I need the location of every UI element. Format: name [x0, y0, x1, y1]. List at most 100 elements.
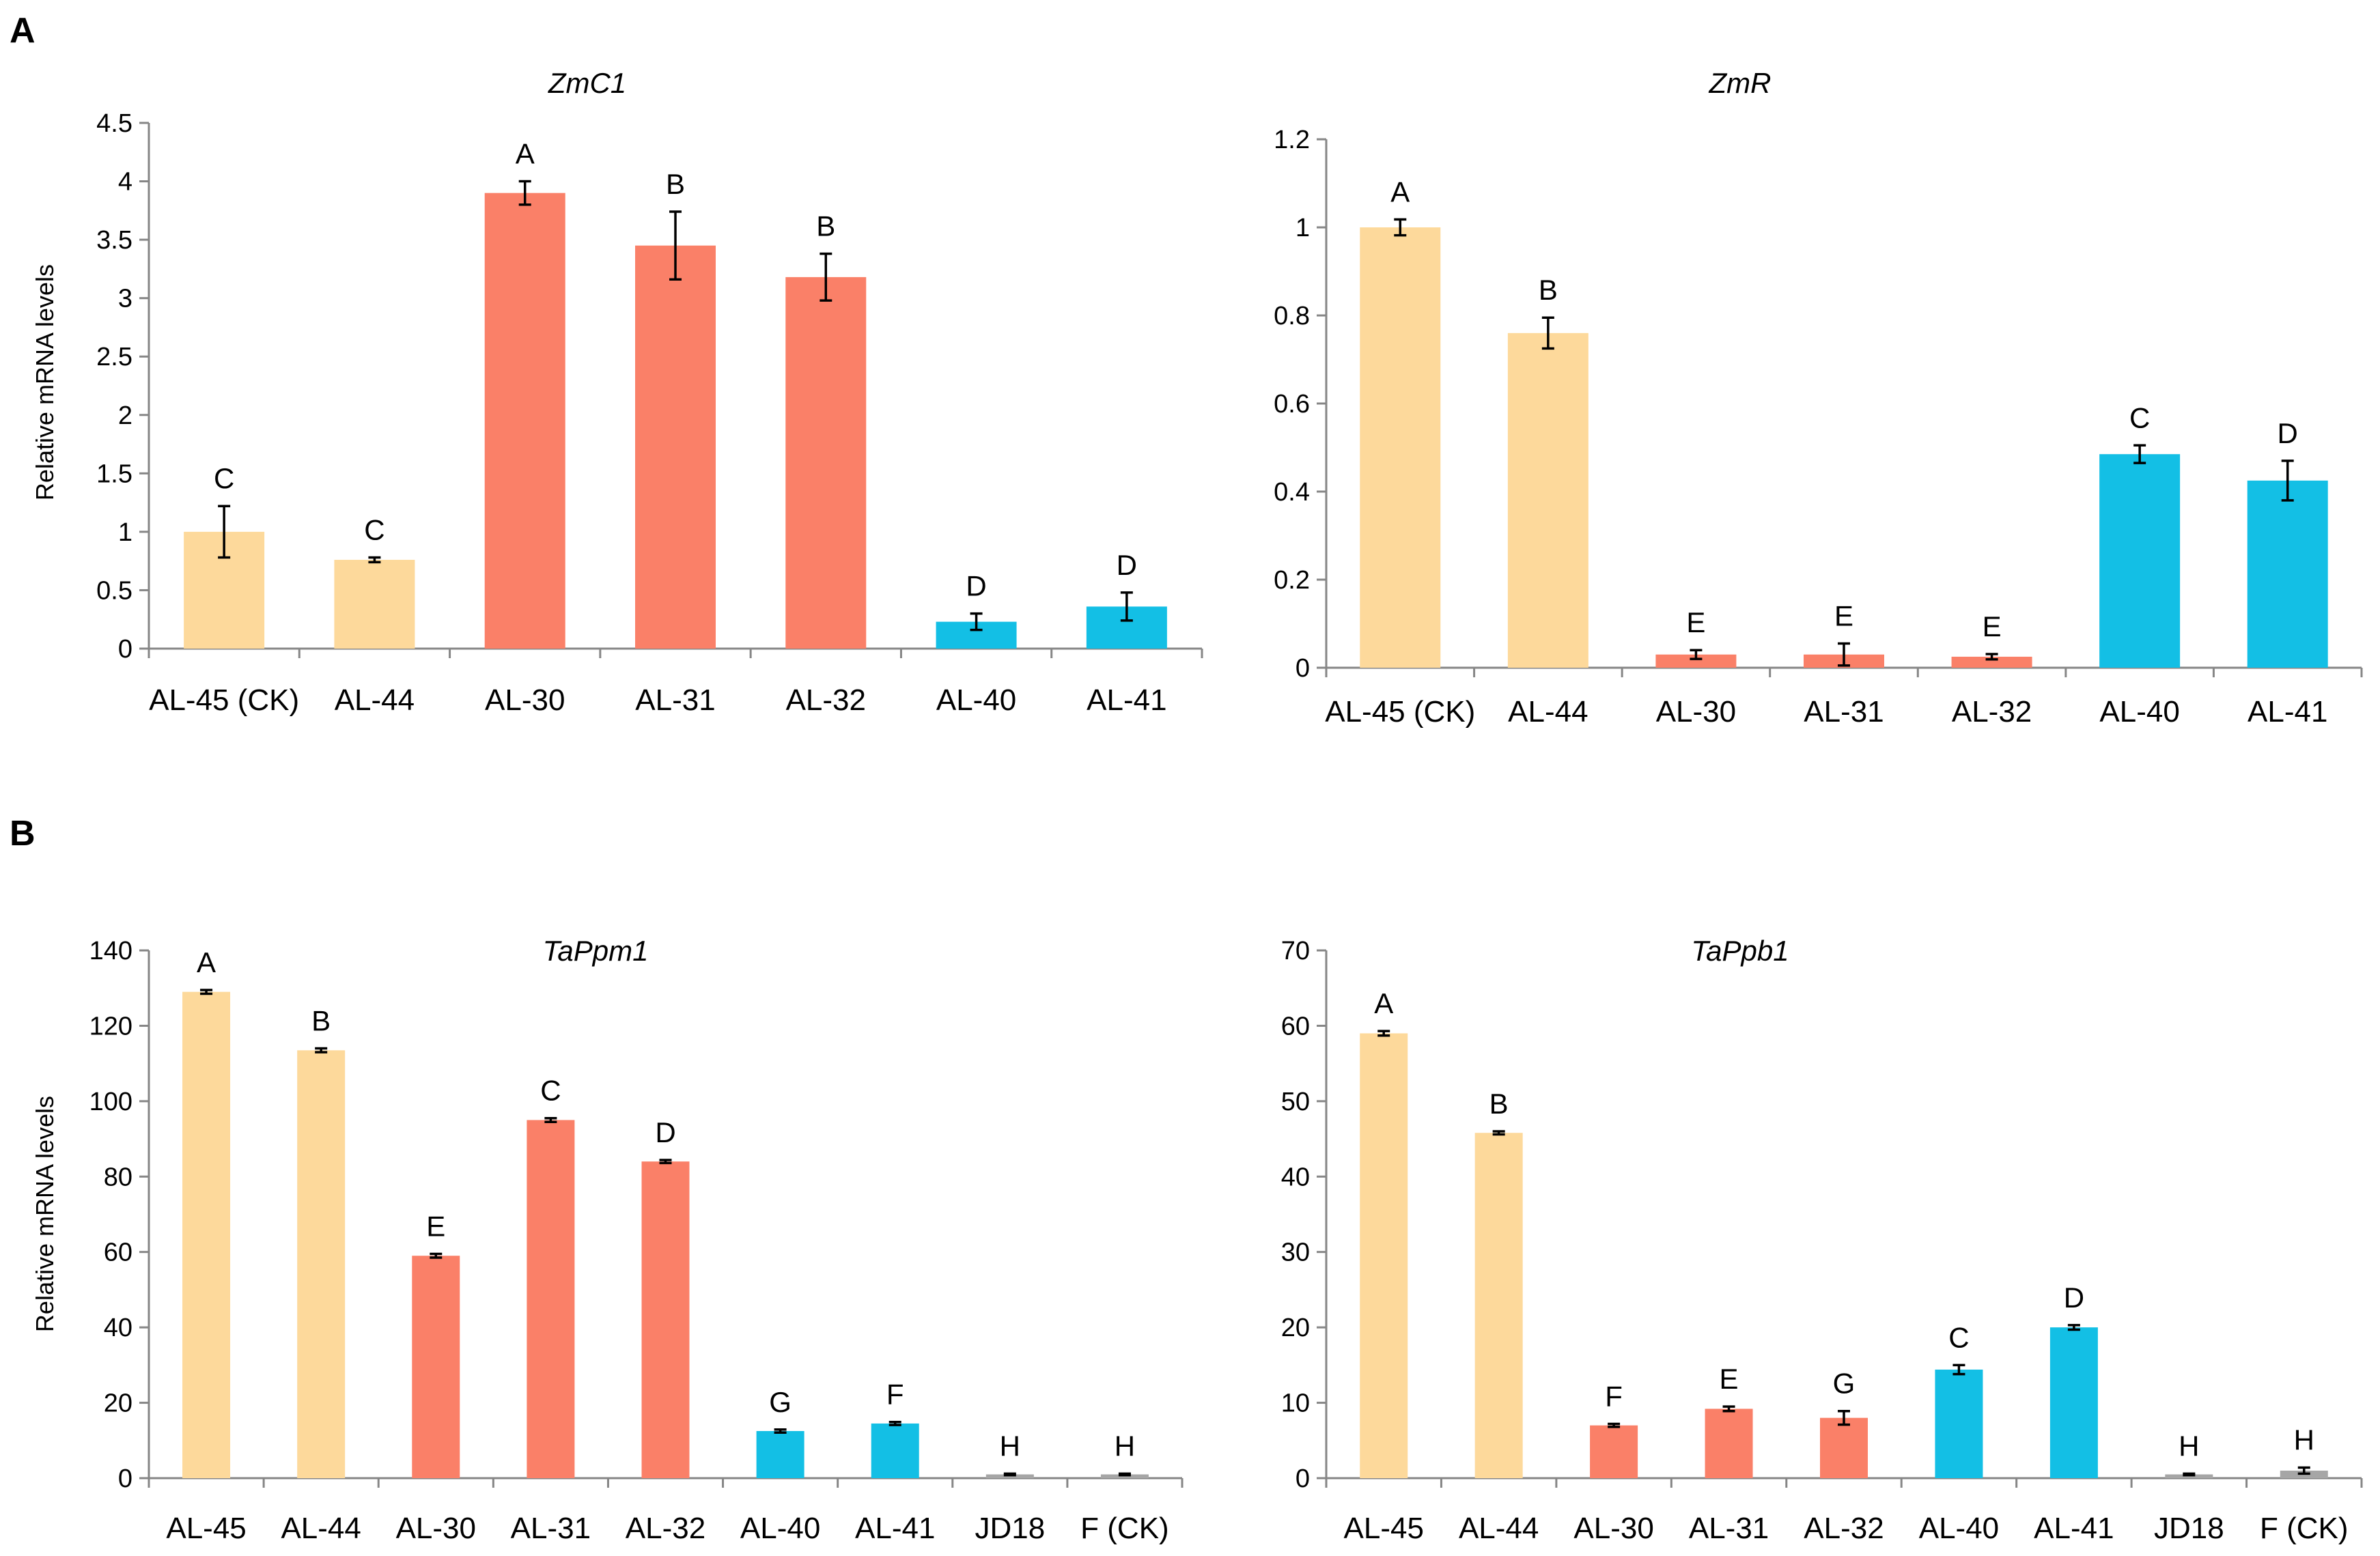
y-tick-label: 60	[104, 1239, 132, 1267]
chart-title: TaPpm1	[543, 935, 649, 967]
y-tick-label: 60	[1281, 1012, 1310, 1041]
significance-label: D	[2064, 1282, 2084, 1314]
category-label: AL-44	[1508, 695, 1588, 729]
chart-1: ZmR 0 0.2 0.4 0.6 0.8 1 1.2 A AL-45 (CK) B AL-44 E AL…	[1274, 67, 2363, 729]
category-label: AL-41	[2248, 695, 2327, 729]
significance-label: E	[1720, 1363, 1739, 1395]
chart-title: TaPpb1	[1691, 935, 1789, 967]
category-label: AL-41	[855, 1512, 935, 1545]
y-tick-label: 120	[89, 1012, 132, 1041]
category-label: AL-44	[281, 1512, 361, 1545]
bar-al-45	[182, 991, 231, 1478]
bar-al-41	[871, 1423, 919, 1478]
bar-al-30	[484, 193, 565, 649]
panel-letter-b: B	[10, 814, 36, 853]
y-tick-label: 3.5	[96, 226, 132, 255]
y-tick-label: 3	[118, 285, 132, 313]
category-label: JD18	[975, 1512, 1045, 1545]
significance-label: C	[540, 1075, 561, 1107]
bar-al-32	[785, 277, 867, 649]
bar-al-31	[527, 1120, 575, 1478]
y-tick-label: 30	[1281, 1239, 1310, 1267]
chart-3: TaPpb1 0 10 20 30 40 50 60 70 A AL-45 B AL-44 F AL-30 E…	[1281, 935, 2363, 1545]
y-tick-label: 2.5	[96, 343, 132, 371]
bar-al-41	[2247, 480, 2328, 668]
significance-label: B	[1489, 1088, 1509, 1120]
bar-al-45-ck-	[1360, 227, 1441, 668]
y-tick-label: 0	[1296, 1465, 1310, 1493]
bar-al-41	[2049, 1327, 2098, 1478]
category-label: AL-32	[786, 683, 866, 717]
significance-label: A	[1374, 987, 1393, 1019]
y-tick-label: 40	[104, 1314, 132, 1342]
y-tick-label: 80	[104, 1163, 132, 1191]
bar-al-44	[1507, 333, 1588, 668]
bar-al-45	[1360, 1033, 1408, 1478]
significance-label: E	[1983, 610, 2002, 642]
y-tick-label: 0	[1296, 654, 1310, 683]
y-axis-label: Relative mRNA levels	[31, 1096, 59, 1332]
y-tick-label: 70	[1281, 937, 1310, 965]
category-label: F (CK)	[1080, 1512, 1169, 1545]
category-label: AL-30	[1573, 1512, 1653, 1545]
y-tick-label: 0	[118, 1465, 132, 1493]
chart-title: ZmC1	[548, 67, 626, 99]
significance-label: C	[2129, 401, 2150, 434]
bar-al-32	[641, 1161, 690, 1478]
chart-title: ZmR	[1709, 67, 1772, 99]
bar-al-40	[756, 1430, 804, 1478]
category-label: AL-31	[635, 683, 715, 717]
category-label: AL-45 (CK)	[1325, 695, 1475, 729]
significance-label: F	[886, 1378, 904, 1411]
bar-al-31	[1705, 1409, 1753, 1478]
y-axis-label: Relative mRNA levels	[31, 264, 59, 500]
category-label: AL-41	[2034, 1512, 2114, 1545]
significance-label: A	[197, 946, 216, 978]
y-tick-label: 1.2	[1274, 126, 1310, 154]
significance-label: B	[1539, 274, 1558, 306]
y-tick-label: 10	[1281, 1389, 1310, 1418]
y-tick-label: 100	[89, 1088, 132, 1116]
significance-label: E	[1834, 600, 1853, 632]
significance-label: B	[666, 168, 685, 200]
significance-label: B	[816, 210, 835, 242]
y-tick-label: 0.5	[96, 576, 132, 605]
bar-al-40	[2099, 454, 2181, 668]
bar-al-32	[1820, 1417, 1868, 1478]
y-tick-label: 140	[89, 937, 132, 965]
category-label: AL-40	[2099, 695, 2179, 729]
category-label: AL-32	[1804, 1512, 1884, 1545]
category-label: AL-30	[485, 683, 565, 717]
category-label: AL-44	[335, 683, 415, 717]
significance-label: F	[1605, 1380, 1623, 1412]
bar-al-31	[635, 245, 716, 649]
chart-2: TaPpm1 Relative mRNA levels 0 20 40 60 80 100 12…	[31, 935, 1184, 1545]
bar-al-30	[1655, 654, 1737, 668]
y-tick-label: 0.4	[1274, 478, 1310, 507]
significance-label: C	[364, 514, 384, 546]
y-tick-label: 20	[104, 1389, 132, 1418]
category-label: AL-40	[740, 1512, 820, 1545]
y-tick-label: 0.8	[1274, 302, 1310, 330]
category-label: AL-44	[1459, 1512, 1539, 1545]
significance-label: D	[1117, 549, 1137, 581]
category-label: F (CK)	[2260, 1512, 2349, 1545]
category-label: AL-40	[936, 683, 1016, 717]
bar-al-44	[1474, 1133, 1523, 1478]
y-tick-label: 0	[118, 635, 132, 664]
y-tick-label: 0.2	[1274, 566, 1310, 595]
chart-0: ZmC1 Relative mRNA levels 0 0.5 1 1.5 2 2.5 3 3.5…	[31, 67, 1203, 717]
bar-al-30	[412, 1256, 460, 1478]
significance-label: B	[311, 1005, 331, 1037]
y-tick-label: 0.6	[1274, 390, 1310, 419]
bar-al-44	[297, 1050, 346, 1478]
y-tick-label: 20	[1281, 1314, 1310, 1342]
charts: ZmC1 Relative mRNA levels 0 0.5 1 1.5 2 2.5 3 3.5…	[31, 67, 2363, 1545]
category-label: AL-31	[1804, 695, 1884, 729]
significance-label: A	[1390, 175, 1410, 208]
significance-label: C	[214, 462, 234, 494]
significance-label: E	[1686, 606, 1705, 638]
panel-letter-a: A	[10, 11, 36, 51]
y-tick-label: 2	[118, 401, 132, 430]
y-tick-label: 1	[1296, 214, 1310, 242]
